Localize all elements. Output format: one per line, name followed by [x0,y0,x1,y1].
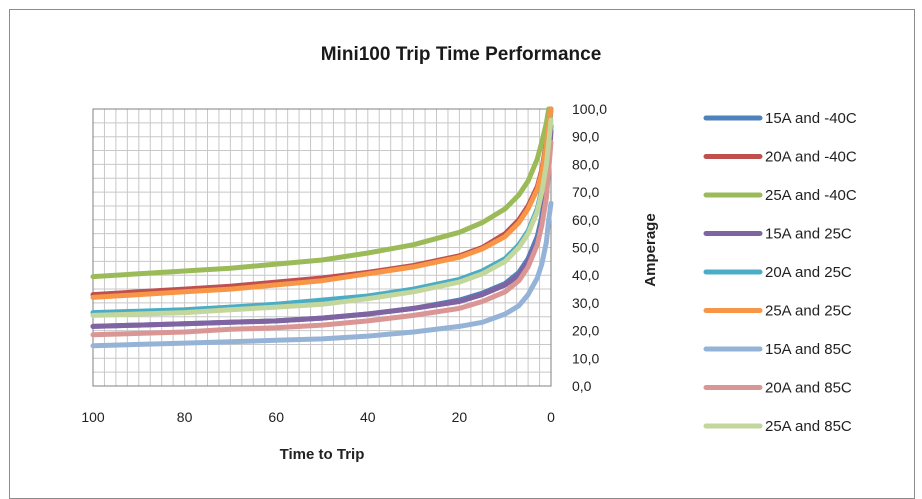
x-tick-label: 80 [177,409,193,425]
x-tick-label: 40 [360,409,376,425]
series-line-9 [90,117,554,318]
chart-title: Mini100 Trip Time Performance [320,44,602,65]
legend-label: 25A and 25C [765,303,852,320]
y-tick-label: 80,0 [572,156,599,172]
y-axis-title: Amperage [642,213,659,286]
series-line-3 [90,106,554,280]
legend-label: 20A and 25C [765,264,852,281]
x-tick-label: 0 [547,409,555,425]
y-tick-label: 20,0 [572,323,599,339]
y-tick-label: 30,0 [572,295,599,311]
legend-label: 15A and -40C [765,110,857,127]
x-tick-label: 20 [452,409,468,425]
series-line-6 [90,106,554,300]
legend-label: 15A and 25C [765,226,852,243]
y-tick-label: 100,0 [572,101,607,117]
x-tick-label: 100 [81,409,105,425]
legend-label: 25A and -40C [765,187,857,204]
series-line-8 [90,139,554,338]
plot-area-border [92,108,552,387]
legend-label: 20A and 85C [765,380,852,397]
y-tick-label: 90,0 [572,129,599,145]
legend-label: 20A and -40C [765,149,857,166]
legend-label: 25A and 85C [765,418,852,435]
y-tick-label: 40,0 [572,267,599,283]
x-axis-title: Time to Trip [280,446,365,463]
y-tick-label: 70,0 [572,184,599,200]
legend-label: 15A and 85C [765,341,852,358]
y-tick-label: 60,0 [572,212,599,228]
y-tick-label: 0,0 [572,378,592,394]
series-line-7 [90,200,554,349]
y-tick-label: 10,0 [572,350,599,366]
y-tick-label: 50,0 [572,240,599,256]
x-tick-label: 60 [268,409,284,425]
